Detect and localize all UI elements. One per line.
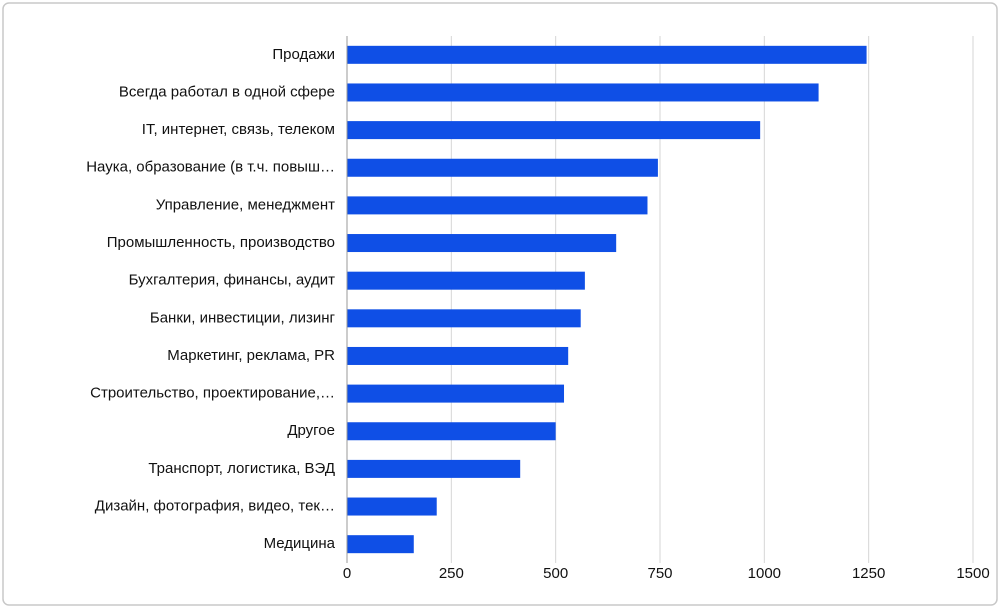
x-tick-label: 1000 <box>748 565 781 582</box>
y-tick-label: IT, интернет, связь, телеком <box>142 121 335 138</box>
y-tick-label: Банки, инвестиции, лизинг <box>150 309 336 326</box>
y-tick-label: Маркетинг, реклама, PR <box>167 347 335 364</box>
bar <box>347 422 556 441</box>
y-tick-label: Управление, менеджмент <box>156 196 335 213</box>
bar <box>347 346 569 365</box>
bar <box>347 535 414 554</box>
bar <box>347 234 617 253</box>
bar <box>347 158 658 177</box>
y-tick-label: Транспорт, логистика, ВЭД <box>148 460 335 477</box>
y-tick-label: Другое <box>287 422 335 439</box>
y-tick-label: Промышленность, производство <box>107 234 335 251</box>
x-tick-label: 250 <box>439 565 464 582</box>
chart-frame <box>2 2 998 606</box>
bar <box>347 121 761 140</box>
bar <box>347 196 648 215</box>
y-tick-label: Продажи <box>272 46 335 63</box>
y-tick-label: Бухгалтерия, финансы, аудит <box>129 272 336 289</box>
x-tick-label: 500 <box>543 565 568 582</box>
bar <box>347 459 521 478</box>
x-tick-label: 1250 <box>852 565 885 582</box>
y-tick-label: Медицина <box>264 535 336 552</box>
y-tick-label: Всегда работал в одной сфере <box>119 83 335 100</box>
bar <box>347 497 437 516</box>
bar <box>347 309 581 328</box>
bar <box>347 271 585 290</box>
y-tick-label: Строительство, проектирование,… <box>90 385 335 402</box>
bar <box>347 384 565 403</box>
x-tick-label: 1500 <box>956 565 989 582</box>
y-tick-label: Наука, образование (в т.ч. повыш… <box>86 159 335 176</box>
x-tick-label: 0 <box>343 565 351 582</box>
bar <box>347 45 867 64</box>
y-tick-label: Дизайн, фотография, видео, тек… <box>95 498 335 515</box>
x-tick-label: 750 <box>647 565 672 582</box>
bar <box>347 83 819 102</box>
